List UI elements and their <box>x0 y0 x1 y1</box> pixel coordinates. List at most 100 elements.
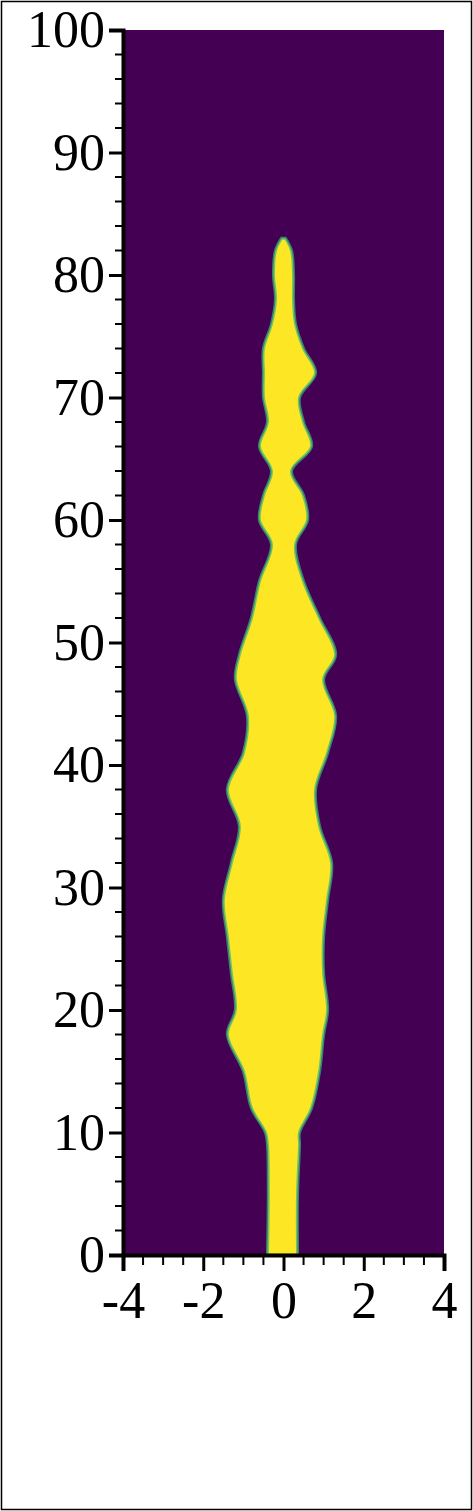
y-minor-tick <box>115 1230 123 1232</box>
y-minor-tick <box>115 348 123 350</box>
x-tick: 2 <box>351 1255 377 1329</box>
y-minor-tick <box>115 1156 123 1158</box>
x-minor-tick <box>162 1255 164 1265</box>
y-minor-tick <box>115 1083 123 1085</box>
y-minor-tick <box>115 470 123 472</box>
y-minor-ticks <box>115 55 123 1231</box>
y-tick: 40 <box>53 736 123 793</box>
y-minor-tick <box>115 1107 123 1109</box>
x-tick: 4 <box>432 1255 458 1329</box>
y-tick-mark <box>109 274 123 277</box>
y-axis: 0 10 20 30 40 50 60 70 80 90 100 <box>27 1 124 1283</box>
y-axis-line <box>109 31 124 1256</box>
y-tick-label: 20 <box>53 981 105 1038</box>
x-tick: -4 <box>102 1255 145 1329</box>
y-tick-label: 40 <box>53 736 105 793</box>
y-minor-tick <box>115 544 123 546</box>
y-tick-label: 90 <box>53 124 105 181</box>
y-tick-label: 100 <box>27 1 105 58</box>
y-tick: 60 <box>53 491 123 548</box>
y-minor-tick <box>115 78 123 80</box>
y-tick-mark <box>109 1132 123 1135</box>
x-minor-ticks <box>143 1255 424 1265</box>
x-tick-mark <box>283 1255 286 1271</box>
y-minor-tick <box>115 225 123 227</box>
y-tick-label: 0 <box>79 1226 105 1283</box>
y-minor-tick <box>115 446 123 448</box>
x-tick-label: 4 <box>432 1272 458 1329</box>
x-minor-tick <box>182 1255 184 1265</box>
x-minor-tick <box>323 1255 325 1265</box>
y-minor-tick <box>115 593 123 595</box>
y-tick: 90 <box>53 124 123 181</box>
y-tick-mark <box>109 642 123 645</box>
y-minor-tick <box>115 862 123 864</box>
y-minor-tick <box>115 1034 123 1036</box>
figure: -4-20240102030405060708090100 <box>0 0 473 1511</box>
x-tick-label: -4 <box>102 1272 145 1329</box>
y-tick: 10 <box>53 1104 123 1161</box>
x-tick-mark <box>363 1255 366 1271</box>
y-tick-label: 10 <box>53 1104 105 1161</box>
x-tick: 0 <box>271 1255 297 1329</box>
y-minor-tick <box>115 176 123 178</box>
x-axis: -4 -2 024 <box>102 1255 458 1329</box>
x-minor-tick <box>303 1255 305 1265</box>
y-minor-tick <box>115 691 123 693</box>
y-minor-tick <box>115 1058 123 1060</box>
plot-background <box>123 30 444 1255</box>
y-minor-tick <box>115 103 123 105</box>
y-tick-mark <box>109 1254 123 1257</box>
y-minor-tick <box>115 250 123 252</box>
x-tick-mark <box>443 1255 446 1271</box>
y-minor-tick <box>115 299 123 301</box>
y-minor-tick <box>115 789 123 791</box>
y-minor-tick <box>115 54 123 56</box>
y-tick-mark <box>109 519 123 522</box>
y-minor-tick <box>115 617 123 619</box>
x-tick: -2 <box>182 1255 225 1329</box>
x-tick-mark <box>202 1255 205 1271</box>
y-minor-tick <box>115 127 123 129</box>
jet-field <box>223 238 335 1255</box>
x-minor-tick <box>262 1255 264 1265</box>
y-minor-tick <box>115 911 123 913</box>
y-tick: 100 <box>27 1 123 58</box>
x-tick-label: 2 <box>351 1272 377 1329</box>
y-minor-tick <box>115 568 123 570</box>
y-tick-mark <box>109 29 123 32</box>
y-minor-tick <box>115 372 123 374</box>
x-minor-tick <box>142 1255 144 1265</box>
x-minor-tick <box>403 1255 405 1265</box>
y-minor-tick <box>115 985 123 987</box>
y-minor-tick <box>115 1181 123 1183</box>
y-minor-tick <box>115 936 123 938</box>
y-tick-mark <box>109 1009 123 1012</box>
plot-area <box>223 238 335 1255</box>
y-tick-label: 30 <box>53 859 105 916</box>
y-tick-mark <box>109 152 123 155</box>
y-tick: 70 <box>53 369 123 426</box>
x-minor-tick <box>423 1255 425 1265</box>
y-tick: 20 <box>53 981 123 1038</box>
y-tick-mark <box>109 887 123 890</box>
y-minor-tick <box>115 421 123 423</box>
y-minor-tick <box>115 838 123 840</box>
y-tick-label: 50 <box>53 614 105 671</box>
x-minor-tick <box>222 1255 224 1265</box>
y-tick-mark <box>109 764 123 767</box>
y-tick-mark <box>109 397 123 400</box>
x-minor-tick <box>383 1255 385 1265</box>
y-tick-label: 60 <box>53 491 105 548</box>
y-minor-tick <box>115 715 123 717</box>
y-tick: 0 <box>79 1226 123 1283</box>
y-tick-label: 70 <box>53 369 105 426</box>
y-tick-label: 80 <box>53 246 105 303</box>
x-axis-line <box>124 1256 445 1272</box>
x-minor-tick <box>242 1255 244 1265</box>
y-minor-tick <box>115 813 123 815</box>
x-tick-label: -2 <box>182 1272 225 1329</box>
x-minor-tick <box>343 1255 345 1265</box>
y-minor-tick <box>115 201 123 203</box>
y-minor-tick <box>115 740 123 742</box>
